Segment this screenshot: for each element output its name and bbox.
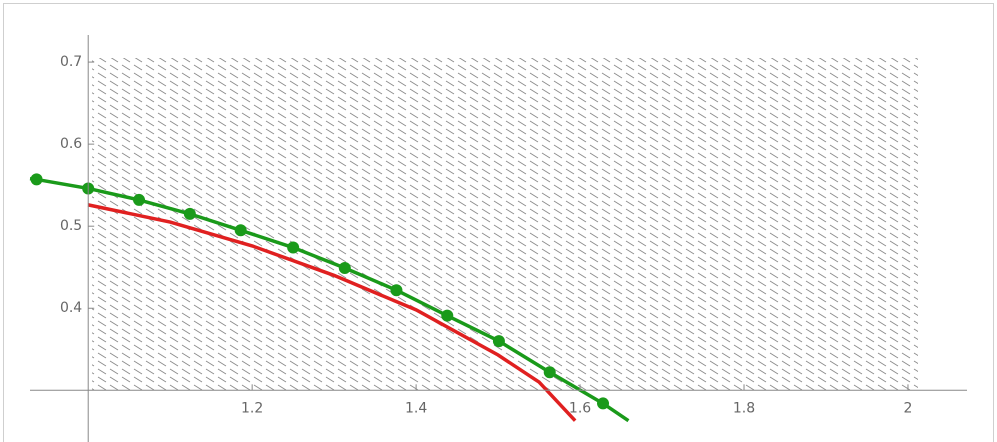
- data-point: [287, 241, 300, 254]
- x-tick-label: 1.8: [733, 400, 755, 416]
- data-point: [234, 224, 247, 237]
- series-line: [87, 203, 577, 422]
- y-tick-label: 0.4: [60, 300, 82, 316]
- y-tick-label: 0.5: [60, 218, 82, 234]
- x-tick-label: 1.4: [405, 400, 427, 416]
- data-point: [597, 397, 610, 410]
- x-tick-label: 2: [904, 400, 913, 416]
- data-point: [390, 284, 403, 297]
- data-point: [441, 309, 454, 322]
- data-point: [133, 193, 146, 206]
- series-line: [29, 176, 630, 423]
- data-point: [492, 335, 505, 348]
- x-tick-label: 1.6: [569, 400, 591, 416]
- data-point: [183, 207, 196, 220]
- slope-field: [92, 58, 918, 390]
- data-point: [30, 173, 43, 186]
- data-point: [338, 262, 351, 275]
- data-point: [543, 366, 556, 379]
- y-tick-label: 0.7: [60, 54, 82, 70]
- y-tick-label: 0.6: [60, 136, 82, 152]
- x-tick-label: 1.2: [241, 400, 263, 416]
